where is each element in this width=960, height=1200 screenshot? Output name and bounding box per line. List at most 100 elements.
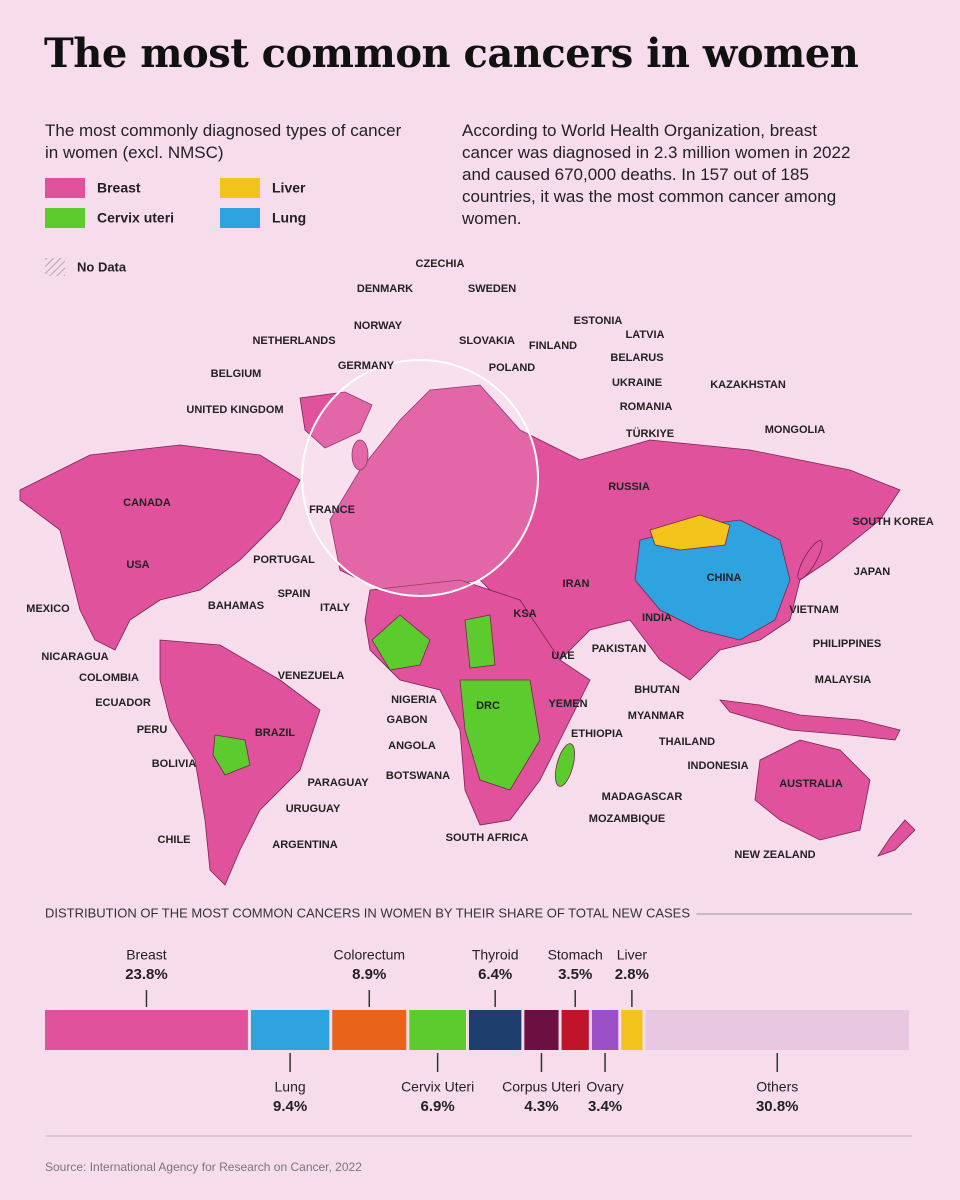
- legend-swatch: [45, 178, 85, 198]
- country-label: KAZAKHSTAN: [710, 379, 786, 391]
- country-label: BELGIUM: [211, 368, 262, 380]
- country-label: LATVIA: [626, 329, 665, 341]
- title: The most common cancers in women: [44, 30, 859, 77]
- segment-name: Stomach: [548, 947, 603, 963]
- country-label: IRAN: [563, 578, 590, 590]
- country-label: PARAGUAY: [307, 777, 369, 789]
- segment-name: Corpus Uteri: [502, 1079, 581, 1095]
- country-label: BAHAMAS: [208, 600, 264, 612]
- country-label: JAPAN: [854, 566, 891, 578]
- segment-value: 23.8%: [125, 966, 168, 983]
- bar-segment: [524, 1010, 559, 1050]
- country-label: NIGERIA: [391, 694, 437, 706]
- country-label: DRC: [476, 700, 500, 712]
- segment-value: 6.9%: [421, 1098, 455, 1115]
- country-label: PHILIPPINES: [813, 638, 881, 650]
- country-label: USA: [126, 559, 149, 571]
- country-label: PAKISTAN: [592, 643, 647, 655]
- segment-value: 2.8%: [615, 966, 649, 983]
- segment-name: Breast: [126, 947, 167, 963]
- west-africa-green: [371, 614, 431, 671]
- country-label: ESTONIA: [574, 315, 623, 327]
- country-label: NICARAGUA: [41, 651, 108, 663]
- country-label: SOUTH AFRICA: [446, 832, 529, 844]
- country-label: GERMANY: [338, 360, 395, 372]
- country-label: GABON: [387, 714, 428, 726]
- country-label: CHILE: [158, 834, 191, 846]
- country-label: ITALY: [320, 602, 351, 614]
- country-label: CANADA: [123, 497, 171, 509]
- country-label: UKRAINE: [612, 377, 662, 389]
- segment-value: 9.4%: [273, 1098, 307, 1115]
- bar-segment: [468, 1010, 522, 1050]
- country-label: BRAZIL: [255, 727, 296, 739]
- country-label: INDIA: [642, 612, 672, 624]
- country-label: MALAYSIA: [815, 674, 871, 686]
- legend-label: Liver: [272, 180, 306, 196]
- country-label: MYANMAR: [628, 710, 684, 722]
- china: [634, 519, 791, 641]
- country-label: SPAIN: [278, 588, 311, 600]
- country-label: MEXICO: [26, 603, 70, 615]
- country-label: THAILAND: [659, 736, 715, 748]
- greenland: [299, 391, 373, 449]
- bar-segment: [645, 1010, 909, 1050]
- bar-segment: [45, 1010, 248, 1050]
- segment-value: 3.4%: [588, 1098, 622, 1115]
- bar-segment: [250, 1010, 330, 1050]
- country-label: SWEDEN: [468, 283, 516, 295]
- segment-name: Colorectum: [333, 947, 405, 963]
- country-label: AUSTRALIA: [779, 778, 843, 790]
- bar-segment: [332, 1010, 407, 1050]
- country-label: COLOMBIA: [79, 672, 139, 684]
- segment-name: Cervix Uteri: [401, 1079, 474, 1095]
- north-america: [19, 444, 301, 651]
- country-label: SLOVAKIA: [459, 335, 515, 347]
- country-label: RUSSIA: [608, 481, 650, 493]
- bar-segment: [591, 1010, 619, 1050]
- country-label: INDONESIA: [687, 760, 748, 772]
- legend-label: Lung: [272, 210, 306, 226]
- country-label: CHINA: [707, 572, 742, 584]
- country-label: ANGOLA: [388, 740, 436, 752]
- uk: [351, 439, 369, 471]
- segment-value: 30.8%: [756, 1098, 799, 1115]
- central-africa-green: [459, 679, 541, 791]
- no-data-swatch: [45, 258, 65, 276]
- country-label: BHUTAN: [634, 684, 680, 696]
- country-label: PORTUGAL: [253, 554, 315, 566]
- chad-green: [464, 614, 496, 669]
- country-label: ETHIOPIA: [571, 728, 623, 740]
- segment-value: 6.4%: [478, 966, 512, 983]
- source: Source: International Agency for Researc…: [45, 1160, 362, 1174]
- legend-swatch: [45, 208, 85, 228]
- no-data-label: No Data: [77, 259, 127, 274]
- subtitle: The most commonly diagnosed types of can…: [45, 121, 402, 162]
- country-label: KSA: [513, 608, 536, 620]
- country-label: CZECHIA: [416, 258, 465, 270]
- australia: [754, 739, 871, 841]
- segment-value: 4.3%: [524, 1098, 558, 1115]
- segment-value: 8.9%: [352, 966, 386, 983]
- world-map: [19, 384, 916, 886]
- country-label: MADAGASCAR: [602, 791, 683, 803]
- country-label: YEMEN: [548, 698, 587, 710]
- madagascar: [555, 743, 575, 787]
- segment-name: Others: [756, 1079, 798, 1095]
- country-label: NETHERLANDS: [252, 335, 335, 347]
- country-label: BOLIVIA: [152, 758, 197, 770]
- country-label: NEW ZEALAND: [734, 849, 815, 861]
- country-label: URUGUAY: [286, 803, 341, 815]
- segment-name: Lung: [275, 1079, 306, 1095]
- country-label: UNITED KINGDOM: [186, 404, 283, 416]
- legend-label: Breast: [97, 180, 141, 196]
- country-label: DENMARK: [357, 283, 413, 295]
- country-label: TÜRKIYE: [626, 427, 674, 440]
- bar-segment: [621, 1010, 643, 1050]
- segment-name: Ovary: [586, 1079, 623, 1095]
- title-backdrop: [43, 905, 697, 921]
- country-label: BELARUS: [610, 352, 663, 364]
- country-label: VENEZUELA: [278, 670, 345, 682]
- segment-name: Thyroid: [472, 947, 519, 963]
- country-label: ECUADOR: [95, 697, 151, 709]
